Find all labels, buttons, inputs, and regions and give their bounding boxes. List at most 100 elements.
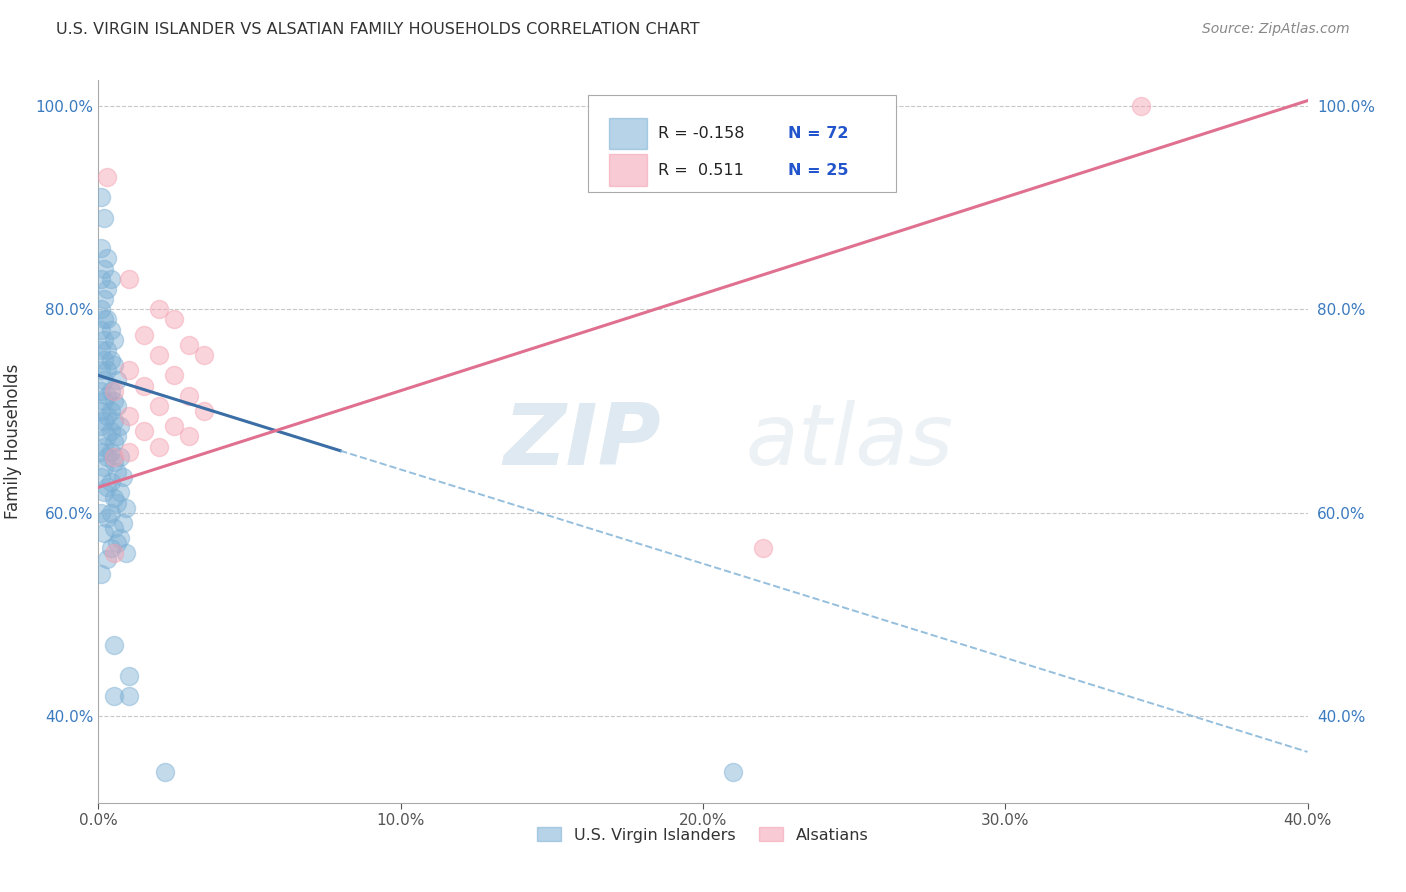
Point xyxy=(103,414,125,428)
Point xyxy=(114,500,136,515)
Point xyxy=(103,689,125,703)
Point xyxy=(103,358,125,372)
Point xyxy=(108,450,131,464)
Point xyxy=(103,546,125,560)
Point xyxy=(96,409,118,423)
Point xyxy=(90,566,112,581)
Point xyxy=(752,541,775,556)
FancyBboxPatch shape xyxy=(588,95,897,193)
Point xyxy=(108,531,131,545)
Text: N = 25: N = 25 xyxy=(787,162,848,178)
Text: atlas: atlas xyxy=(745,400,953,483)
Point xyxy=(108,485,131,500)
Point xyxy=(100,506,122,520)
Point xyxy=(105,429,128,443)
Point xyxy=(103,491,125,505)
Text: N = 72: N = 72 xyxy=(787,126,848,141)
Point xyxy=(105,399,128,413)
Text: U.S. VIRGIN ISLANDER VS ALSATIAN FAMILY HOUSEHOLDS CORRELATION CHART: U.S. VIRGIN ISLANDER VS ALSATIAN FAMILY … xyxy=(56,22,700,37)
Point xyxy=(118,409,141,423)
Point xyxy=(93,414,115,428)
Point xyxy=(193,404,215,418)
Point xyxy=(96,429,118,443)
Point xyxy=(100,444,122,458)
Point xyxy=(96,312,118,326)
Point xyxy=(132,327,155,342)
Point xyxy=(105,495,128,509)
Point xyxy=(90,470,112,484)
Point xyxy=(96,450,118,464)
Point xyxy=(193,348,215,362)
Point xyxy=(96,343,118,357)
Point xyxy=(114,546,136,560)
Point xyxy=(179,389,201,403)
Point xyxy=(111,516,134,530)
Point xyxy=(96,511,118,525)
Point xyxy=(93,211,115,225)
Point xyxy=(108,419,131,434)
Point xyxy=(93,292,115,306)
FancyBboxPatch shape xyxy=(609,154,647,186)
Point xyxy=(118,363,141,377)
Point xyxy=(148,399,170,413)
Point xyxy=(100,323,122,337)
Point xyxy=(100,271,122,285)
Point xyxy=(103,333,125,347)
Text: ZIP: ZIP xyxy=(503,400,661,483)
FancyBboxPatch shape xyxy=(609,118,647,150)
Point xyxy=(93,440,115,454)
Point xyxy=(118,689,141,703)
Point xyxy=(118,444,141,458)
Point xyxy=(103,434,125,449)
Point xyxy=(118,271,141,285)
Point xyxy=(93,312,115,326)
Point xyxy=(96,363,118,377)
Point xyxy=(96,389,118,403)
Point xyxy=(96,252,118,266)
Point xyxy=(148,440,170,454)
Point xyxy=(90,190,112,204)
Point xyxy=(105,536,128,550)
Point xyxy=(103,384,125,398)
Point xyxy=(90,302,112,317)
Point xyxy=(100,475,122,490)
Point xyxy=(90,343,112,357)
Point xyxy=(90,404,112,418)
Point xyxy=(96,169,118,184)
Text: R = -0.158: R = -0.158 xyxy=(658,126,745,141)
Point xyxy=(163,368,186,383)
Point xyxy=(148,348,170,362)
Point xyxy=(90,271,112,285)
Point xyxy=(100,425,122,439)
Point xyxy=(90,241,112,255)
Point xyxy=(179,429,201,443)
Legend: U.S. Virgin Islanders, Alsatians: U.S. Virgin Islanders, Alsatians xyxy=(530,821,876,849)
Point xyxy=(90,384,112,398)
Point xyxy=(100,353,122,368)
Point xyxy=(90,444,112,458)
Text: R =  0.511: R = 0.511 xyxy=(658,162,744,178)
Point xyxy=(96,551,118,566)
Point xyxy=(100,404,122,418)
Point xyxy=(93,393,115,408)
Point xyxy=(100,384,122,398)
Point xyxy=(1130,99,1153,113)
Point xyxy=(179,338,201,352)
Point xyxy=(103,638,125,652)
Point xyxy=(96,480,118,494)
Point xyxy=(103,521,125,535)
Point xyxy=(163,419,186,434)
Point xyxy=(90,363,112,377)
Point xyxy=(96,282,118,296)
Point xyxy=(132,378,155,392)
Point xyxy=(132,425,155,439)
Point xyxy=(153,765,176,780)
Point xyxy=(723,765,745,780)
Point xyxy=(111,470,134,484)
Point xyxy=(90,506,112,520)
Point xyxy=(103,450,125,464)
Y-axis label: Family Households: Family Households xyxy=(4,364,21,519)
Point xyxy=(93,485,115,500)
Point xyxy=(93,374,115,388)
Point xyxy=(163,312,186,326)
